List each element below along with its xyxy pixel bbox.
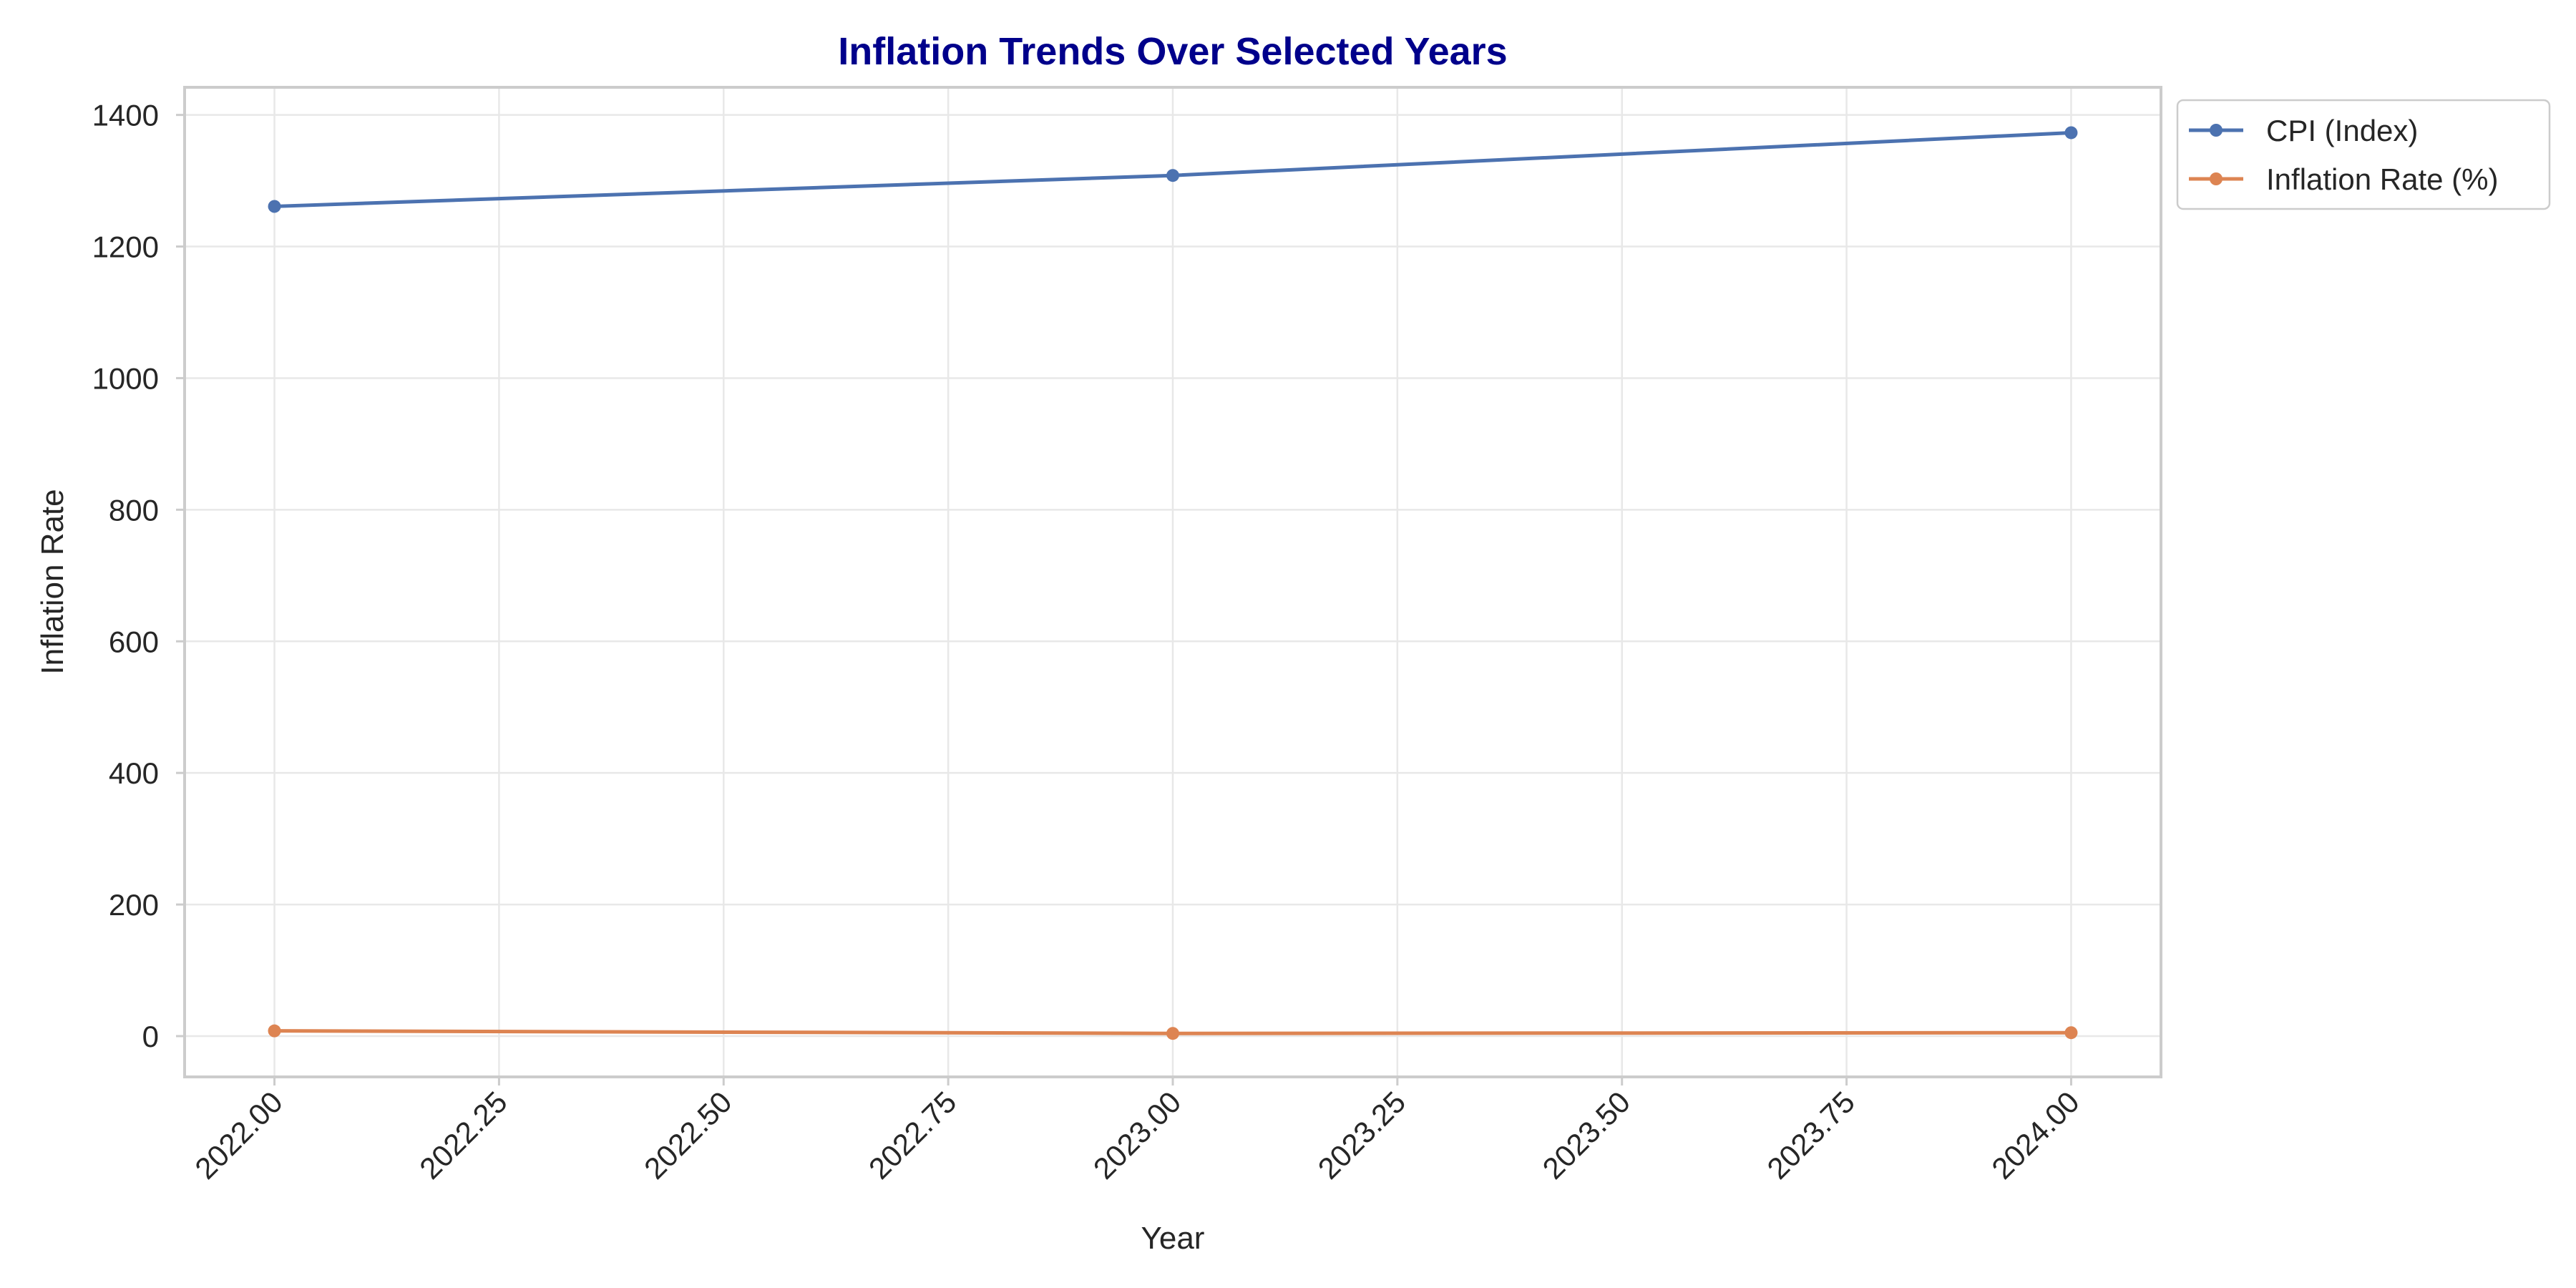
legend-item: Inflation Rate (%)	[2189, 162, 2498, 196]
legend-box	[2176, 99, 2551, 210]
data-point	[1166, 169, 1179, 182]
data-point	[2064, 1026, 2078, 1040]
series-2	[268, 1024, 2078, 1040]
legend: CPI (Index) Inflation Rate (%)	[2176, 99, 2551, 210]
legend-marker	[2210, 172, 2223, 185]
y-axis-ticks: 0 200 400 600 800 1000 1200 1400	[92, 99, 185, 1053]
x-tick-label: 2024.00	[1985, 1085, 2086, 1186]
x-tick-label: 2022.25	[413, 1085, 514, 1186]
x-tick-label: 2022.50	[638, 1085, 738, 1186]
data-point	[268, 1024, 281, 1038]
y-tick-label: 200	[109, 888, 159, 922]
x-tick-label: 2023.75	[1760, 1085, 1861, 1186]
x-tick-label: 2023.00	[1087, 1085, 1188, 1186]
chart-title: Inflation Trends Over Selected Years	[838, 30, 1507, 73]
y-tick-label: 1400	[92, 99, 159, 132]
x-axis-label: Year	[1141, 1221, 1205, 1256]
data-point	[1166, 1027, 1179, 1040]
y-tick-label: 600	[109, 625, 159, 658]
data-point	[268, 200, 281, 213]
y-tick-label: 800	[109, 493, 159, 527]
y-tick-label: 1000	[92, 361, 159, 395]
y-axis-label: Inflation Rate	[35, 489, 70, 674]
y-tick-label: 0	[142, 1020, 159, 1053]
data-point	[2064, 126, 2078, 140]
x-tick-label: 2022.00	[188, 1085, 289, 1186]
y-tick-label: 1200	[92, 230, 159, 264]
series-layer	[268, 126, 2078, 1040]
legend-item: CPI (Index)	[2189, 114, 2418, 147]
y-tick-label: 400	[109, 756, 159, 790]
x-tick-label: 2023.50	[1536, 1085, 1636, 1186]
grid-lines	[185, 87, 2161, 1077]
x-tick-label: 2023.25	[1312, 1085, 1413, 1186]
x-axis-ticks: 2022.00 2022.25 2022.50 2022.75 2023.00 2023.…	[188, 1077, 2086, 1186]
legend-label: CPI (Index)	[2266, 114, 2418, 147]
legend-label: Inflation Rate (%)	[2266, 162, 2498, 196]
legend-marker	[2210, 124, 2223, 137]
series-1	[268, 126, 2078, 213]
x-tick-label: 2022.75	[862, 1085, 963, 1186]
